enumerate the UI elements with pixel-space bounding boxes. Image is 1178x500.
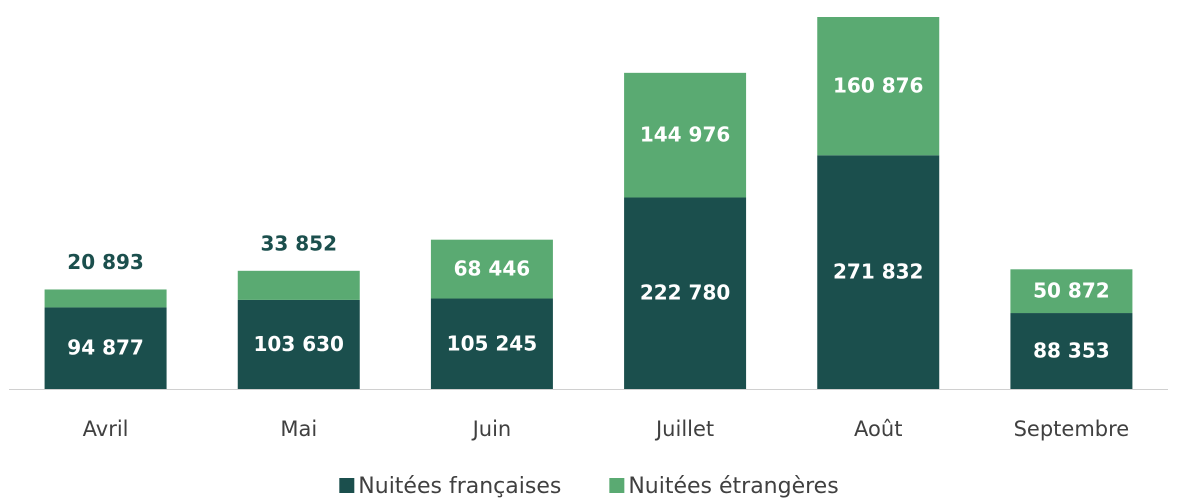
data-label: 222 780 bbox=[640, 281, 730, 305]
bar-segment bbox=[430, 239, 553, 299]
bar-segment bbox=[817, 155, 940, 389]
data-label: 105 245 bbox=[447, 331, 537, 355]
x-tick-label: Juin bbox=[471, 417, 512, 441]
x-tick-label: Août bbox=[854, 417, 902, 441]
data-label: 88 353 bbox=[1033, 339, 1110, 363]
data-label: 271 832 bbox=[833, 260, 923, 284]
data-label: 68 446 bbox=[454, 257, 531, 281]
x-tick-label: Avril bbox=[83, 417, 129, 441]
bar-segment bbox=[237, 270, 360, 300]
data-label: 103 630 bbox=[254, 332, 344, 356]
legend-swatch bbox=[609, 478, 625, 493]
bar-segment bbox=[1010, 313, 1133, 389]
data-label: 94 877 bbox=[67, 336, 144, 360]
data-label: 144 976 bbox=[640, 123, 730, 147]
data-label: 160 876 bbox=[833, 74, 923, 98]
x-tick-label: Mai bbox=[280, 417, 317, 441]
data-label: 20 893 bbox=[67, 250, 144, 274]
bar-segment bbox=[44, 307, 167, 389]
data-label: 50 872 bbox=[1033, 279, 1110, 303]
bar-segment bbox=[237, 299, 360, 389]
data-label: 33 852 bbox=[260, 231, 337, 255]
bar-segment bbox=[1010, 269, 1133, 314]
bar-segment bbox=[624, 72, 747, 198]
bar-segment bbox=[624, 197, 747, 389]
bar-segment bbox=[44, 289, 167, 308]
x-tick-label: Juillet bbox=[654, 417, 714, 441]
bar-segment bbox=[430, 298, 553, 389]
x-tick-label: Septembre bbox=[1014, 417, 1130, 441]
legend-label: Nuitées étrangères bbox=[628, 474, 838, 499]
bar-segment bbox=[817, 17, 940, 156]
legend-swatch bbox=[339, 478, 355, 493]
legend-label: Nuitées françaises bbox=[358, 474, 561, 499]
